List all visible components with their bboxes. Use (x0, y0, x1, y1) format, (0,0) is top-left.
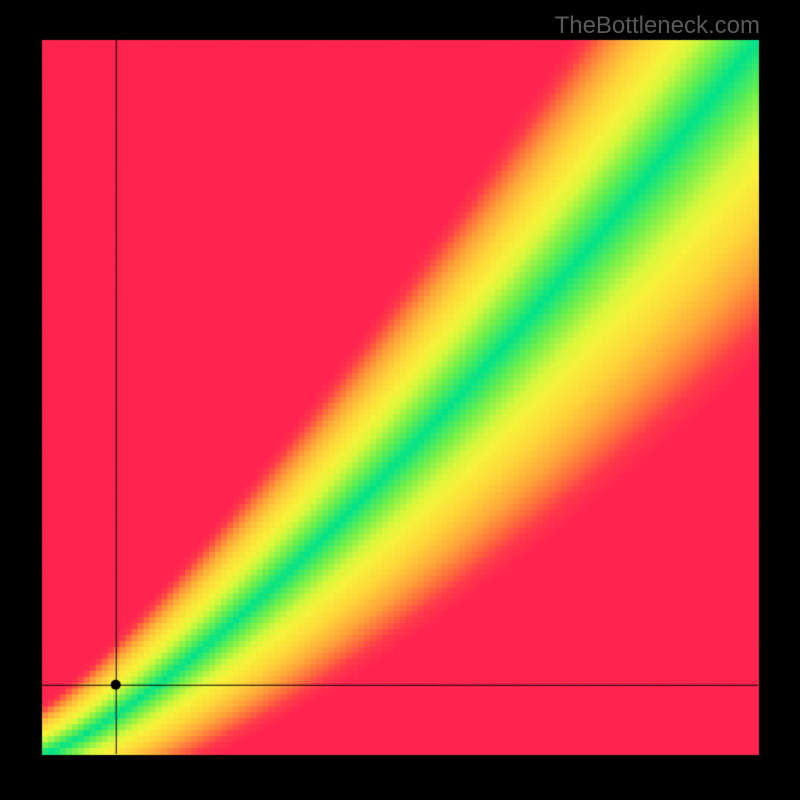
watermark-text: TheBottleneck.com (555, 12, 760, 40)
chart-root: TheBottleneck.com (0, 0, 800, 800)
heatmap-canvas (0, 0, 800, 800)
